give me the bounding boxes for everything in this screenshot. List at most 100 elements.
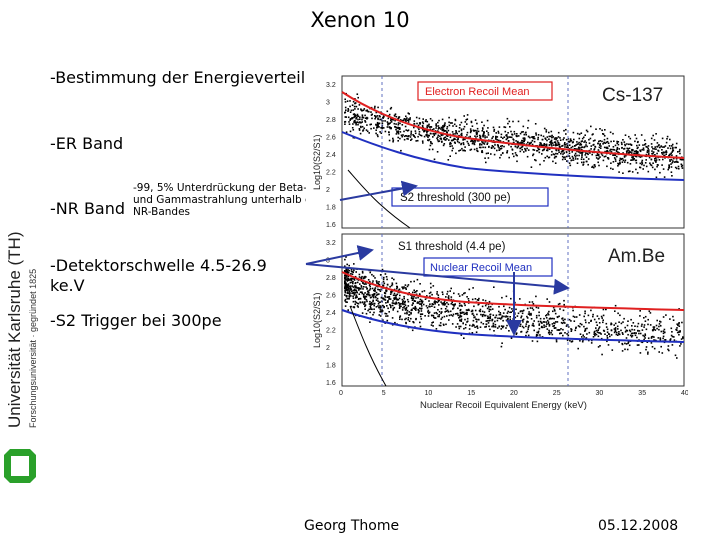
- scatter-point: [663, 154, 666, 157]
- scatter-point: [346, 279, 349, 281]
- scatter-point: [556, 321, 559, 323]
- scatter-point: [557, 131, 560, 134]
- scatter-point: [628, 147, 631, 150]
- scatter-point: [612, 148, 615, 151]
- scatter-point: [394, 321, 396, 324]
- scatter-point: [362, 109, 365, 112]
- university-name: Universität Karlsruhe (TH): [5, 232, 24, 429]
- scatter-point: [581, 154, 583, 157]
- scatter-point: [669, 160, 671, 162]
- scatter-point: [676, 329, 678, 331]
- scatter-point: [376, 115, 379, 117]
- scatter-point: [500, 328, 502, 330]
- scatter-point: [346, 285, 349, 287]
- scatter-point: [466, 118, 469, 120]
- scatter-point: [443, 300, 446, 302]
- scatter-point: [527, 119, 530, 122]
- scatter-point: [454, 303, 456, 305]
- scatter-point: [393, 306, 396, 309]
- scatter-point: [404, 307, 406, 310]
- scatter-point: [435, 328, 438, 330]
- scatter-point: [598, 317, 600, 320]
- scatter-point: [563, 303, 565, 306]
- scatter-point: [519, 142, 521, 144]
- scatter-point: [377, 305, 379, 307]
- scatter-point: [529, 142, 531, 145]
- scatter-point: [397, 132, 400, 135]
- scatter-point: [427, 139, 429, 141]
- scatter-point: [545, 325, 547, 328]
- scatter-point: [601, 129, 603, 132]
- scatter-point: [362, 282, 364, 284]
- scatter-point: [620, 322, 623, 325]
- scatter-point: [346, 301, 348, 303]
- scatter-point: [389, 293, 392, 295]
- scatter-point: [418, 303, 421, 305]
- scatter-point: [512, 120, 514, 123]
- scatter-point: [450, 303, 453, 305]
- scatter-point: [466, 309, 469, 311]
- scatter-point: [636, 150, 639, 153]
- scatter-point: [515, 154, 517, 156]
- scatter-point: [596, 152, 599, 155]
- scatter-point: [676, 327, 678, 329]
- scatter-point: [630, 144, 633, 146]
- scatter-point: [344, 271, 347, 274]
- scatter-point: [557, 143, 560, 146]
- scatter-point: [440, 138, 442, 140]
- scatter-point: [559, 332, 562, 334]
- scatter-point: [473, 305, 475, 308]
- scatter-point: [671, 143, 674, 146]
- scatter-point: [447, 303, 450, 306]
- scatter-point: [497, 139, 500, 142]
- scatter-point: [429, 118, 432, 120]
- scatter-point: [364, 296, 366, 298]
- scatter-point: [380, 297, 383, 299]
- scatter-point: [642, 144, 644, 146]
- bullet-threshold-unit: ke.V: [50, 276, 85, 295]
- scatter-point: [621, 350, 624, 352]
- scatter-point: [474, 316, 476, 318]
- scatter-point: [355, 271, 357, 273]
- scatter-point: [348, 264, 350, 267]
- scatter-point: [368, 293, 370, 295]
- scatter-point: [361, 272, 364, 274]
- scatter-point: [668, 349, 670, 352]
- scatter-point: [429, 303, 431, 305]
- scatter-point: [443, 125, 446, 128]
- scatter-point: [472, 324, 475, 327]
- scatter-point: [405, 306, 408, 309]
- scatter-point: [644, 334, 647, 337]
- scatter-point: [372, 300, 374, 303]
- scatter-point: [564, 318, 566, 321]
- scatter-point: [347, 116, 350, 119]
- scatter-point: [652, 134, 654, 137]
- scatter-point: [516, 146, 519, 149]
- scatter-point: [647, 145, 650, 147]
- scatter-point: [603, 138, 606, 141]
- scatter-point: [641, 341, 644, 344]
- scatter-point: [378, 122, 380, 125]
- scatter-point: [606, 157, 609, 159]
- scatter-point: [360, 286, 363, 288]
- scatter-point: [554, 137, 556, 139]
- scatter-point: [476, 127, 479, 130]
- scatter-point: [449, 290, 451, 292]
- scatter-point: [616, 146, 619, 149]
- scatter-point: [460, 318, 463, 321]
- scatter-point: [421, 129, 424, 131]
- scatter-point: [435, 125, 438, 127]
- scatter-point: [377, 135, 379, 138]
- scatter-point: [535, 134, 537, 136]
- scatter-point: [383, 282, 386, 285]
- scatter-point: [636, 344, 639, 346]
- scatter-point: [366, 293, 368, 296]
- scatter-point: [366, 124, 368, 126]
- scatter-point: [658, 351, 660, 353]
- scatter-point: [640, 341, 643, 343]
- scatter-point: [399, 131, 402, 133]
- scatter-point: [362, 288, 364, 290]
- scatter-point: [516, 154, 518, 157]
- scatter-point: [354, 291, 356, 294]
